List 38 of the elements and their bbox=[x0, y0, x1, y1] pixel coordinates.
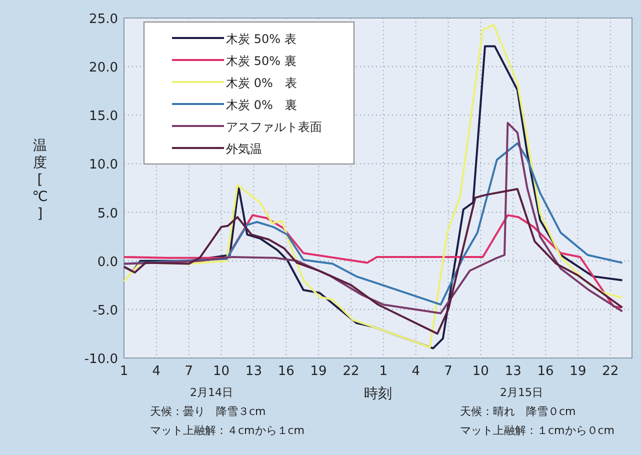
y-tick-label: 25.0 bbox=[89, 12, 118, 27]
legend-label: 木炭 50% 表 bbox=[226, 32, 296, 46]
text: 2月14日 bbox=[190, 386, 233, 399]
x-tick-label: 19 bbox=[570, 364, 586, 379]
legend-label: アスファルト表面 bbox=[226, 120, 322, 134]
x-tick-label: 19 bbox=[310, 364, 327, 379]
text: 天候：曇り 降雪３cm bbox=[150, 405, 266, 418]
y-tick-label: 20.0 bbox=[89, 60, 118, 76]
x-tick-label: 10 bbox=[213, 364, 230, 379]
x-tick-label: 16 bbox=[537, 364, 554, 379]
x-tick-label: 7 bbox=[184, 364, 193, 379]
x-tick-label: 4 bbox=[412, 364, 420, 379]
x-tick-label: 1 bbox=[379, 364, 388, 379]
y-tick-label: 0.0 bbox=[97, 254, 118, 270]
x-tick-label: 10 bbox=[472, 364, 489, 379]
legend-label: 木炭 0% 表 bbox=[226, 76, 297, 90]
x-tick-label: 13 bbox=[245, 364, 262, 379]
y-tick-label: -10.0 bbox=[84, 352, 118, 367]
y-axis-title: 温度[℃] bbox=[32, 138, 48, 222]
x-tick-label: 22 bbox=[342, 364, 360, 379]
legend-label: 外気温 bbox=[226, 142, 262, 156]
x-tick-label: 4 bbox=[152, 364, 161, 379]
x-tick-label: 1 bbox=[120, 364, 128, 379]
legend-label: 木炭 50% 裏 bbox=[226, 54, 296, 68]
text: 天候：晴れ 降雪０cm bbox=[460, 405, 576, 418]
legend-label: 木炭 0% 裏 bbox=[226, 98, 297, 112]
y-tick-label: -5.0 bbox=[92, 303, 118, 318]
text: 2月15日 bbox=[500, 386, 543, 399]
y-tick-label: 5.0 bbox=[97, 206, 118, 222]
x-tick-label: 22 bbox=[602, 364, 619, 379]
x-tick-label: 7 bbox=[444, 364, 452, 379]
text: マット上融解：１cmから０cm bbox=[460, 424, 615, 437]
x-tick-label: 16 bbox=[278, 364, 294, 379]
text: マット上融解：４cmから１cm bbox=[150, 424, 305, 437]
y-tick-label: 15.0 bbox=[89, 109, 118, 124]
x-tick-label: 13 bbox=[504, 364, 522, 379]
y-tick-label: 10.0 bbox=[89, 158, 118, 173]
x-axis-title: 時刻 bbox=[364, 386, 392, 402]
